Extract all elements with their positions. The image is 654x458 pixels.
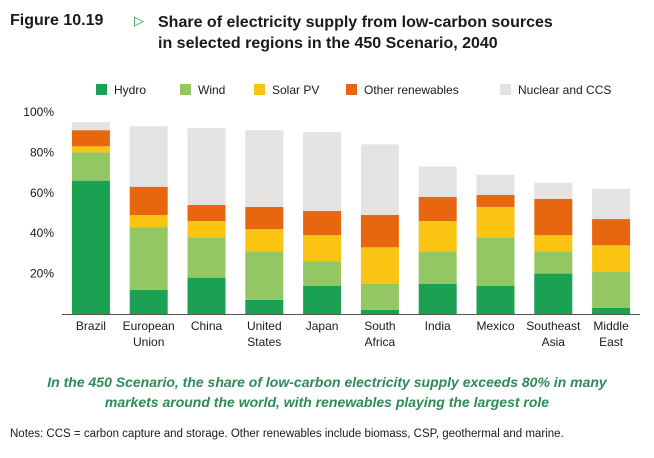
- bar-segment: [129, 227, 168, 290]
- bar-segment: [360, 144, 399, 216]
- bar-segment: [534, 198, 573, 236]
- bar-segment: [303, 261, 342, 286]
- x-tick-label: India: [425, 319, 451, 333]
- bar-segment: [129, 289, 168, 314]
- bar-segment: [360, 247, 399, 284]
- bar-segment: [418, 251, 457, 284]
- bar-segment: [418, 196, 457, 222]
- bar-segment: [476, 206, 515, 238]
- y-tick-label: 40%: [30, 226, 54, 240]
- x-tick-label: Brazil: [76, 319, 106, 333]
- bar-segment: [418, 283, 457, 314]
- bar-segment: [476, 194, 515, 207]
- bar-segment: [245, 251, 284, 300]
- legend-label: Hydro: [114, 83, 146, 97]
- bar-segment: [245, 130, 284, 207]
- legend-item: Wind: [180, 83, 225, 97]
- y-tick-label: 20%: [30, 267, 54, 281]
- caption-line1: In the 450 Scenario, the share of low-ca…: [47, 374, 607, 390]
- y-tick-label: 100%: [23, 105, 54, 119]
- legend-swatch: [96, 84, 107, 95]
- legend-item: Hydro: [96, 83, 146, 97]
- bar-segment: [245, 299, 284, 314]
- stacked-bar-chart: Hydro Wind Solar PV Other renewables Nuclear…: [23, 83, 640, 349]
- bar-segment: [592, 188, 631, 220]
- bar-segment: [303, 210, 342, 236]
- legend-label: Other renewables: [364, 83, 459, 97]
- figure-notes: Notes: CCS = carbon capture and storage.…: [10, 428, 564, 440]
- x-tick-label: China: [191, 319, 223, 333]
- bar-segment: [129, 215, 168, 228]
- chart-area: Hydro Wind Solar PV Other renewables Nuclear…: [0, 76, 654, 366]
- figure-title-line1: Share of electricity supply from low-car…: [158, 14, 553, 31]
- y-tick-label: 80%: [30, 145, 54, 159]
- bar-segment: [592, 271, 631, 308]
- legend-label: Nuclear and CCS: [518, 83, 611, 97]
- bar-segment: [476, 174, 515, 195]
- bar-segment: [187, 277, 226, 314]
- bar-segment: [71, 122, 110, 131]
- legend-swatch: [346, 84, 357, 95]
- legend-swatch: [500, 84, 511, 95]
- x-tick-label: Southeast Asia: [526, 319, 581, 349]
- bar-segment: [187, 128, 226, 205]
- bar-segment: [187, 221, 226, 238]
- legend-item: Other renewables: [346, 83, 459, 97]
- bar-segment: [303, 285, 342, 314]
- legend-label: Solar PV: [272, 83, 319, 97]
- bar-segment: [71, 130, 110, 147]
- figure-caption: In the 450 Scenario, the share of low-ca…: [20, 372, 634, 412]
- bar-segment: [187, 204, 226, 222]
- bar-segment: [360, 309, 399, 314]
- bar-segment: [592, 307, 631, 314]
- bar-segment: [129, 126, 168, 187]
- caption-line2: markets around the world, with renewable…: [104, 394, 550, 410]
- bar-segment: [360, 215, 399, 248]
- bar-segment: [303, 235, 342, 262]
- figure-label: Figure 10.19: [10, 12, 104, 29]
- y-tick-label: 60%: [30, 186, 54, 200]
- legend-label: Wind: [198, 83, 225, 97]
- bar-segment: [592, 219, 631, 246]
- legend-item: Nuclear and CCS: [500, 83, 611, 97]
- bar-segment: [418, 221, 457, 252]
- x-tick-label: European Union: [123, 319, 175, 349]
- bar-segment: [129, 186, 168, 216]
- bar-segment: [360, 283, 399, 310]
- bar-segment: [71, 152, 110, 181]
- bar-segment: [534, 251, 573, 274]
- bar-segment: [71, 146, 110, 153]
- bar-segment: [476, 237, 515, 286]
- x-tick-label: Mexico: [476, 319, 514, 333]
- bar-segment: [534, 273, 573, 314]
- bar-segment: [303, 132, 342, 211]
- bar-segment: [71, 180, 110, 314]
- x-tick-label: Middle East: [593, 319, 629, 349]
- legend-item: Solar PV: [254, 83, 319, 97]
- x-tick-label: South Africa: [364, 319, 395, 349]
- bar-segment: [534, 235, 573, 252]
- figure-title: Share of electricity supply from low-car…: [158, 12, 638, 54]
- bar-segment: [418, 166, 457, 197]
- bar-segment: [245, 206, 284, 230]
- legend-swatch: [254, 84, 265, 95]
- figure-title-line2: in selected regions in the 450 Scenario,…: [158, 35, 498, 52]
- bar-segment: [245, 229, 284, 252]
- bar-segment: [476, 285, 515, 314]
- triangle-right-icon: ▷: [134, 13, 144, 28]
- bar-segment: [592, 245, 631, 272]
- x-tick-label: United States: [247, 319, 282, 349]
- legend-swatch: [180, 84, 191, 95]
- bar-segment: [187, 237, 226, 278]
- x-tick-label: Japan: [306, 319, 339, 333]
- bar-segment: [534, 182, 573, 199]
